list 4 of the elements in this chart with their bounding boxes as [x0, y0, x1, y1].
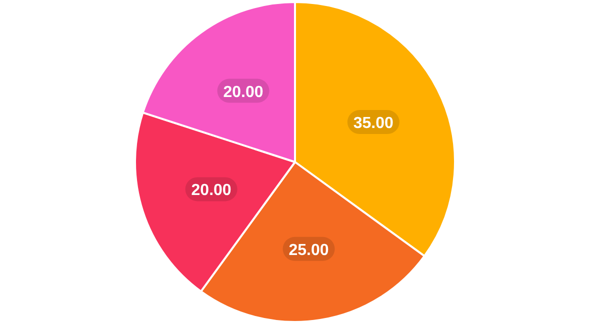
data-label: 25.00: [288, 242, 329, 259]
data-label: 20.00: [191, 182, 232, 200]
data-label: 35.00: [353, 115, 394, 132]
data-label: 20.00: [223, 84, 264, 101]
